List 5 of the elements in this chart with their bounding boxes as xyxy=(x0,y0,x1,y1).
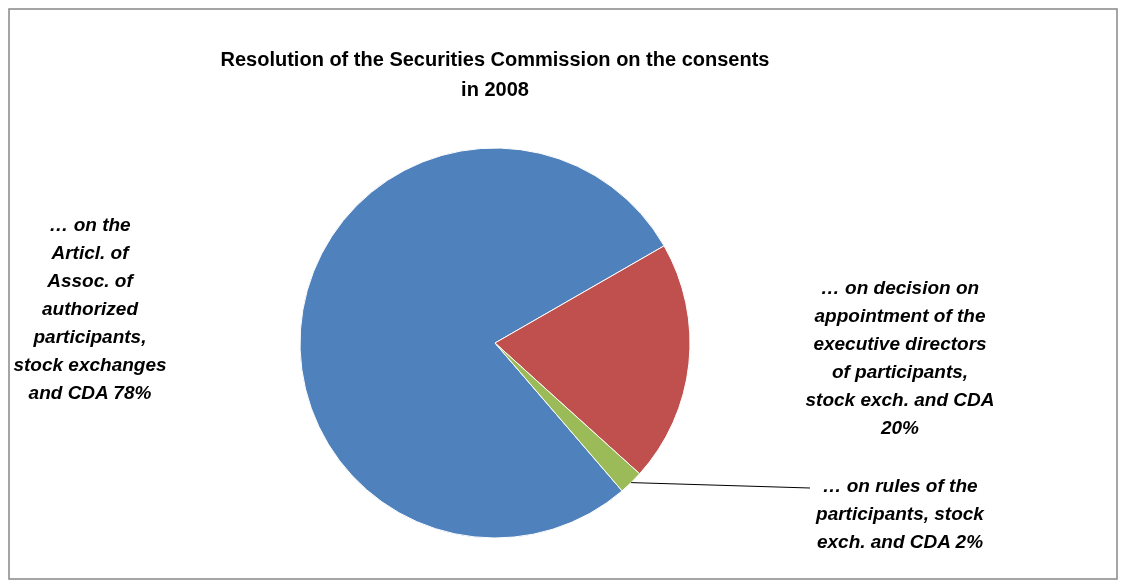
slice-label: … on decision on appointment of the executive directors of participants, stock exch. and CDA xyxy=(805,276,995,410)
slice-label: … on rules of the participants, stock exch. and CDA 2% xyxy=(815,475,986,552)
chart-title: Resolution of the Securities Commission on the consents in 2008 xyxy=(220,48,770,100)
data-label: 20% xyxy=(879,416,920,438)
slice-label: … on the Articl. of Assoc. of authorized participants, stock exchanges and CDA 78% xyxy=(13,214,167,404)
